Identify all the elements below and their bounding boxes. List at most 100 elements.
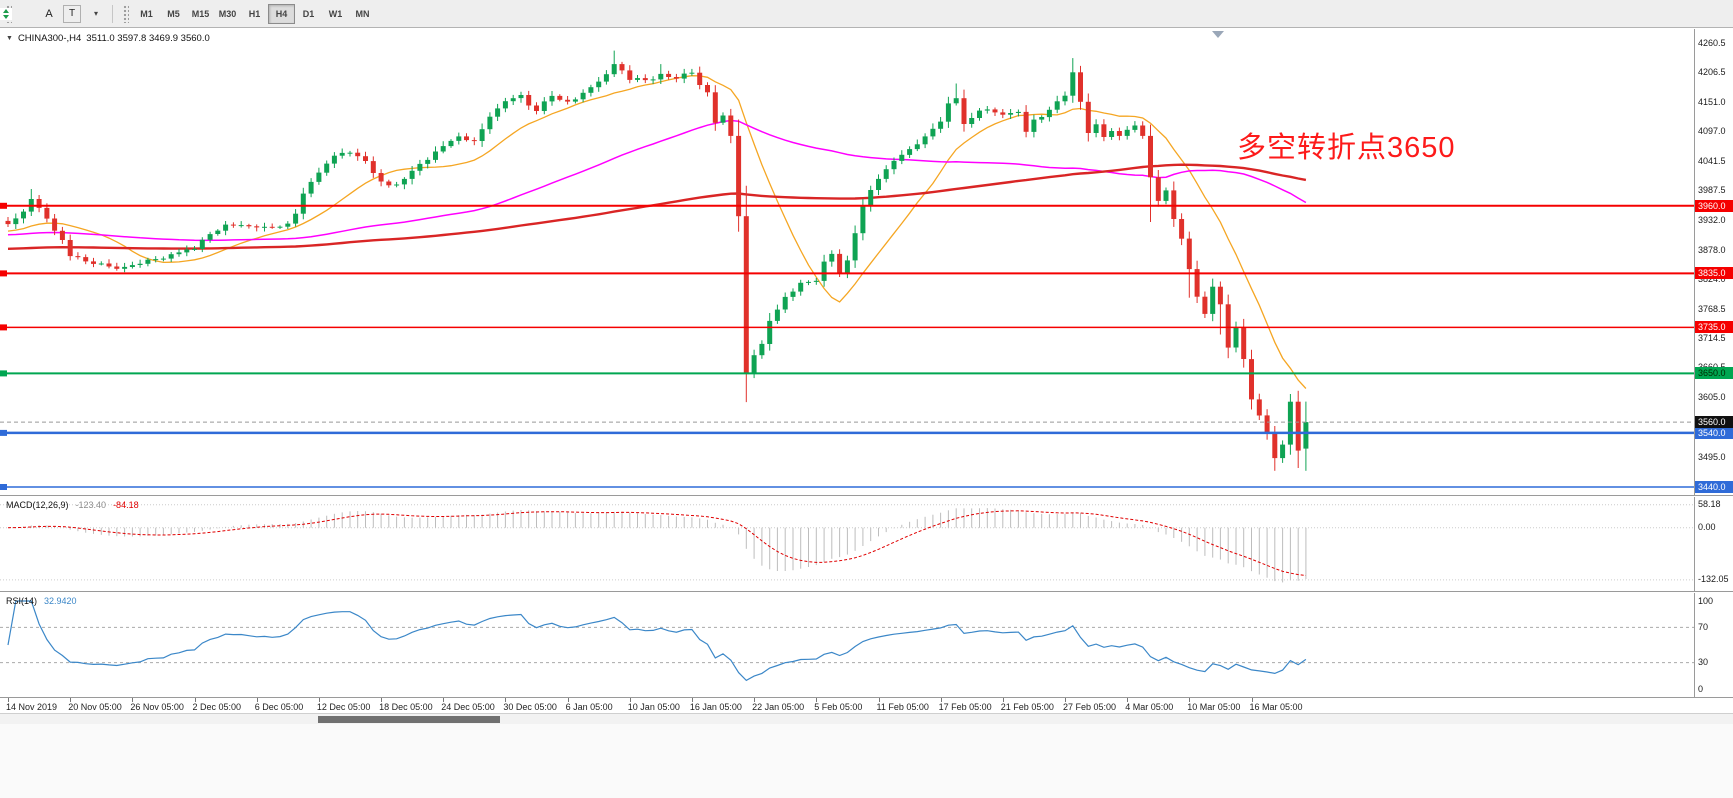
time-label: 26 Nov 05:00	[130, 702, 184, 712]
price-tick: 4260.5	[1698, 37, 1726, 48]
chart-shift-marker[interactable]	[1212, 31, 1224, 38]
time-label: 30 Dec 05:00	[503, 702, 557, 712]
macd-tick: -132.05	[1698, 574, 1729, 585]
price-tick: 3878.0	[1698, 244, 1726, 255]
price-tick: 4206.5	[1698, 67, 1726, 77]
current-price-badge: 3560.0	[1695, 416, 1733, 429]
time-tick	[8, 698, 9, 702]
price-line-badge: 3735.0	[1695, 321, 1733, 334]
time-label: 4 Mar 05:00	[1125, 702, 1174, 712]
macd-pane[interactable]	[0, 497, 1694, 591]
rsi-tick: 100	[1698, 595, 1714, 606]
timeframe-button-mn[interactable]: MN	[349, 4, 376, 24]
price-scale[interactable]: 4260.5 4206.5 4151.0 4097.0 4041.5 3987.5 3932…	[1694, 29, 1733, 495]
price-line-badge: 3650.0	[1695, 367, 1733, 380]
main-toolbar: A T ▾ M1 M5 M15 M30 H1 H4 D1 W1 MN	[0, 0, 1733, 28]
macd-main-value: -123.40	[75, 500, 107, 510]
pane-splitter[interactable]	[0, 591, 1733, 592]
indicator-template-button[interactable]: ▾	[0, 3, 106, 25]
timeframe-button-m1[interactable]: M1	[133, 4, 160, 24]
time-label: 10 Mar 05:00	[1187, 702, 1241, 712]
macd-scale: 58.18 0.00 -132.05	[1694, 497, 1733, 591]
time-label: 21 Feb 05:00	[1000, 702, 1054, 712]
rsi-name: RSI(14)	[6, 596, 38, 606]
up-down-arrows-icon	[0, 7, 12, 20]
time-tick	[629, 698, 631, 702]
timeframe-group: M1 M5 M15 M30 H1 H4 D1 W1 MN	[133, 3, 376, 24]
price-line-badge: 3440.0	[1695, 481, 1733, 493]
horizontal-scrollbar[interactable]	[0, 713, 1733, 724]
price-tick: 3495.0	[1698, 451, 1726, 462]
timeframe-button-d1[interactable]: D1	[295, 4, 322, 24]
time-tick	[691, 698, 693, 702]
time-tick	[381, 698, 383, 702]
time-tick	[70, 698, 72, 702]
price-tick: 3714.5	[1698, 333, 1726, 343]
time-label: 27 Feb 05:00	[1063, 702, 1117, 712]
time-tick	[754, 698, 756, 702]
time-label: 16 Mar 05:00	[1249, 702, 1303, 712]
macd-tick: 0.00	[1698, 522, 1716, 533]
ohlc-values: 3511.0 3597.8 3469.9 3560.0	[86, 33, 210, 44]
macd-name: MACD(12,26,9)	[6, 500, 69, 510]
timeframe-button-h4[interactable]: H4	[268, 3, 295, 24]
toolbar-separator	[112, 4, 113, 23]
time-axis[interactable]: 14 Nov 2019 20 Nov 05:00 26 Nov 05:00 2 Dec…	[0, 697, 1733, 713]
time-tick	[1251, 698, 1253, 702]
time-tick	[878, 698, 880, 702]
timeframe-button-m15[interactable]: M15	[187, 4, 214, 24]
price-line-badge: 3835.0	[1695, 267, 1733, 280]
rsi-value: 32.9420	[44, 596, 77, 606]
time-label: 6 Jan 05:00	[565, 702, 613, 712]
time-label: 14 Nov 2019	[6, 702, 58, 712]
price-tick: 3660.5	[1698, 362, 1726, 373]
time-label: 6 Dec 05:00	[254, 702, 304, 712]
time-label: 2 Dec 05:00	[192, 702, 242, 712]
macd-tick: 58.18	[1698, 499, 1721, 510]
time-tick	[194, 698, 196, 702]
chart-title: ▼ CHINA300-,H4 3511.0 3597.8 3469.9 3560…	[6, 33, 210, 44]
time-tick	[567, 698, 569, 702]
time-tick	[816, 698, 818, 702]
time-label: 17 Feb 05:00	[938, 702, 992, 712]
rsi-label: RSI(14) 32.9420	[6, 596, 77, 606]
text-tool-button[interactable]: T	[63, 4, 81, 23]
time-tick	[443, 698, 445, 702]
macd-signal-value: -84.18	[113, 500, 139, 510]
time-label: 16 Jan 05:00	[689, 702, 742, 712]
pane-splitter[interactable]	[0, 495, 1733, 496]
price-tick: 3605.0	[1698, 392, 1726, 403]
bottom-area	[0, 724, 1733, 798]
timeframe-button-m5[interactable]: M5	[160, 4, 187, 24]
charts-grid-icon[interactable]	[0, 3, 38, 25]
time-label: 5 Feb 05:00	[814, 702, 863, 712]
rsi-pane[interactable]	[0, 593, 1694, 697]
price-tick: 3932.0	[1698, 215, 1726, 226]
collapse-icon[interactable]: ▼	[6, 35, 13, 42]
price-line-badge: 3960.0	[1695, 199, 1733, 212]
rsi-scale: 100 70 30 0	[1694, 593, 1733, 697]
rsi-tick: 70	[1698, 621, 1709, 632]
time-label: 11 Feb 05:00	[876, 702, 929, 712]
scrollbar-thumb[interactable]	[318, 716, 500, 723]
time-tick	[318, 698, 320, 702]
time-label: 22 Jan 05:00	[752, 702, 805, 712]
time-tick	[256, 698, 258, 702]
timeframe-button-w1[interactable]: W1	[322, 4, 349, 24]
price-tick: 4097.0	[1698, 126, 1726, 137]
time-tick	[505, 698, 507, 702]
timeframe-button-h1[interactable]: H1	[241, 4, 268, 24]
dropdown-caret-icon: ▾	[93, 9, 98, 18]
time-tick	[132, 698, 134, 702]
rsi-tick: 0	[1698, 683, 1704, 694]
timeframe-grip[interactable]	[123, 4, 129, 23]
price-tick: 3987.5	[1698, 185, 1726, 196]
annotation-text[interactable]: 多空转折点3650	[1237, 132, 1456, 164]
rsi-tick: 30	[1698, 657, 1709, 668]
price-chart-pane[interactable]	[0, 29, 1694, 495]
time-tick	[1189, 698, 1191, 702]
time-tick	[1065, 698, 1066, 702]
annotation-a-button[interactable]: A	[38, 3, 60, 25]
timeframe-button-m30[interactable]: M30	[214, 4, 241, 24]
price-tick: 4041.5	[1698, 156, 1726, 167]
